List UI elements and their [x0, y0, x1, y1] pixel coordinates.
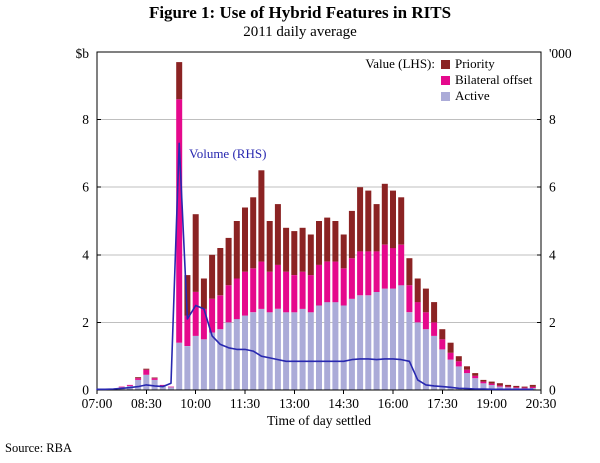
- svg-text:6: 6: [549, 180, 556, 195]
- left-axis-unit: $b: [76, 46, 90, 61]
- svg-text:10:00: 10:00: [180, 396, 211, 411]
- axes: [96, 51, 542, 394]
- legend-row-active: Active: [333, 88, 532, 104]
- svg-text:19:00: 19:00: [476, 396, 507, 411]
- svg-text:8: 8: [549, 112, 556, 127]
- bilateral-offset-swatch-icon: [441, 75, 450, 85]
- svg-text:14:30: 14:30: [328, 396, 359, 411]
- svg-text:13:00: 13:00: [279, 396, 310, 411]
- axis-labels: 0 0 2 2 4 4 6 6 8 8 $b '000 07:00 08:30 10:00 11:30 13:0…: [76, 46, 572, 411]
- legend-row-bilateral-offset: Bilateral offset: [333, 72, 532, 88]
- svg-text:08:30: 08:30: [131, 396, 162, 411]
- legend-label-bilateral-offset: Bilateral offset: [455, 72, 533, 87]
- svg-text:0: 0: [549, 383, 556, 398]
- svg-text:2: 2: [82, 315, 89, 330]
- svg-text:16:00: 16:00: [378, 396, 409, 411]
- stacked-bars: [102, 62, 536, 390]
- legend: Value (LHS): Priority Bilateral offset A…: [333, 56, 532, 104]
- svg-text:07:00: 07:00: [82, 396, 113, 411]
- svg-text:20:30: 20:30: [526, 396, 557, 411]
- legend-row-priority: Value (LHS): Priority: [333, 56, 532, 72]
- svg-text:0: 0: [82, 383, 89, 398]
- active-swatch-icon: [441, 91, 450, 101]
- svg-text:17:30: 17:30: [427, 396, 458, 411]
- volume-line: [96, 142, 534, 391]
- svg-text:4: 4: [549, 247, 556, 262]
- svg-text:2: 2: [549, 315, 556, 330]
- svg-text:8: 8: [82, 112, 89, 127]
- x-axis-title: Time of day settled: [266, 413, 372, 428]
- volume-annotation: Volume (RHS): [189, 146, 267, 161]
- svg-text:4: 4: [82, 247, 89, 262]
- svg-text:11:30: 11:30: [230, 396, 260, 411]
- chart-canvas: 0 0 2 2 4 4 6 6 8 8 $b '000 07:00 08:30 10:00 11:30 13:0…: [76, 46, 572, 411]
- legend-label-priority: Priority: [455, 56, 495, 71]
- right-axis-unit: '000: [549, 46, 572, 61]
- svg-text:6: 6: [82, 180, 89, 195]
- figure-subtitle: 2011 daily average: [243, 24, 357, 40]
- priority-swatch-icon: [441, 59, 450, 69]
- legend-heading: Value (LHS):: [365, 56, 435, 71]
- source-note: Source: RBA: [5, 441, 73, 455]
- legend-label-active: Active: [455, 88, 490, 103]
- figure-title: Figure 1: Use of Hybrid Features in RITS: [148, 3, 452, 22]
